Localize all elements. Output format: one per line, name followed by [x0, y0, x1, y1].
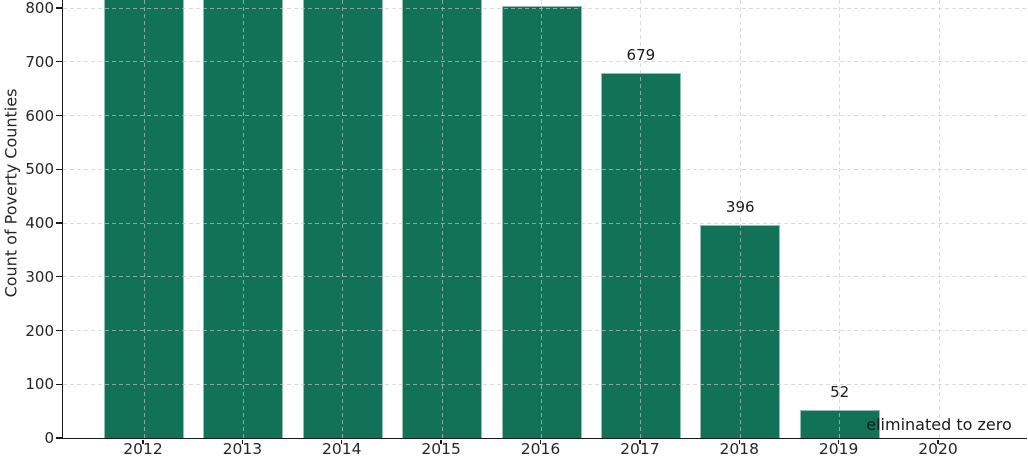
- vertical-gridline: [541, 0, 542, 438]
- y-tick-label: 400: [25, 214, 54, 233]
- x-tick-mark: [539, 439, 542, 444]
- horizontal-gridline: [63, 383, 1027, 385]
- x-tick-label: 2013: [222, 440, 263, 458]
- y-tick-label: 500: [25, 160, 54, 179]
- x-tick-mark: [738, 439, 740, 444]
- x-tick-label: 2014: [322, 440, 362, 458]
- y-tick-label: 0: [44, 429, 54, 447]
- plot-area: eliminated to zero 679 396 52: [62, 0, 1027, 439]
- x-tick-mark: [341, 439, 343, 444]
- y-tick-label: 800: [25, 0, 54, 18]
- horizontal-gridline: [63, 222, 1027, 224]
- horizontal-gridline: [63, 7, 1027, 9]
- horizontal-gridline: [63, 330, 1027, 331]
- vertical-gridline: [441, 0, 443, 438]
- x-tick-mark: [937, 439, 939, 444]
- bar-value-label-2019: 52: [830, 383, 850, 402]
- x-tick-label: 2019: [818, 440, 859, 458]
- y-tick-mark: [56, 276, 62, 278]
- x-tick-label: 2015: [421, 440, 461, 458]
- y-tick-label: 100: [25, 375, 54, 394]
- y-tick-mark: [56, 114, 62, 117]
- x-tick-mark: [837, 439, 840, 444]
- vertical-gridline: [938, 0, 940, 438]
- bar-value-label-2017: 679: [626, 46, 656, 65]
- horizontal-gridline: [63, 115, 1027, 117]
- x-tick-label: 2018: [719, 440, 759, 458]
- y-tick-mark: [56, 222, 62, 224]
- x-tick-mark: [142, 439, 144, 444]
- horizontal-gridline: [63, 276, 1027, 278]
- y-tick-label: 200: [25, 321, 54, 340]
- x-tick-label: 2012: [123, 440, 163, 458]
- y-tick-label: 700: [25, 52, 54, 71]
- y-tick-mark: [56, 383, 62, 385]
- vertical-gridline: [640, 0, 642, 438]
- vertical-gridline: [739, 0, 741, 438]
- vertical-gridline: [143, 0, 145, 438]
- y-tick-mark: [56, 61, 62, 63]
- vertical-gridline: [342, 0, 344, 438]
- x-tick-label: 2016: [520, 440, 561, 458]
- y-tick-label: 600: [25, 106, 54, 125]
- annotation-eliminated-to-zero: eliminated to zero: [866, 415, 1012, 434]
- vertical-gridline: [839, 0, 841, 438]
- x-tick-mark: [639, 439, 641, 444]
- horizontal-gridline: [63, 61, 1027, 63]
- y-tick-mark: [56, 329, 62, 332]
- y-tick-label: 300: [25, 267, 54, 286]
- x-tick-mark: [241, 439, 244, 444]
- horizontal-gridline: [63, 168, 1027, 170]
- x-tick-mark: [440, 439, 442, 444]
- y-tick-mark: [56, 168, 62, 170]
- vertical-gridline: [242, 0, 244, 438]
- y-tick-mark: [56, 7, 62, 9]
- x-tick-label: 2020: [918, 440, 958, 458]
- bar-value-label-2018: 396: [725, 198, 755, 217]
- x-tick-label: 2017: [620, 440, 660, 458]
- y-tick-mark: [56, 437, 62, 439]
